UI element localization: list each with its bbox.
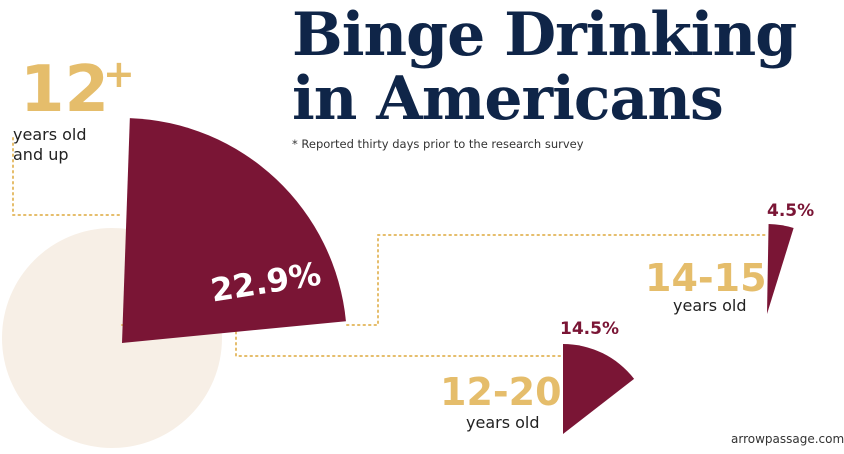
adults-age-label: 12 [20, 53, 110, 127]
source-credit: arrowpassage.com [731, 432, 844, 446]
subtitle: * Reported thirty days prior to the rese… [292, 137, 584, 151]
title-line-2: in Americans [292, 64, 724, 134]
connector-teens [346, 234, 767, 326]
youth-age-label: 12-20 [440, 370, 562, 414]
slice-youth [563, 344, 635, 434]
adults-desc-line-2: and up [13, 145, 69, 164]
connector-adults [12, 137, 123, 216]
teens-value-label: 4.5% [767, 201, 815, 221]
adults-desc-line-1: years old [13, 125, 87, 144]
slice-teens [767, 224, 794, 314]
slice-adults [122, 118, 346, 343]
teens-desc: years old [673, 296, 747, 315]
teens-age-label: 14-15 [645, 256, 767, 300]
youth-value-label: 14.5% [560, 319, 619, 339]
youth-desc: years old [466, 413, 540, 432]
adults-plus-sign: + [103, 52, 135, 96]
title-line-1: Binge Drinking [292, 0, 797, 70]
